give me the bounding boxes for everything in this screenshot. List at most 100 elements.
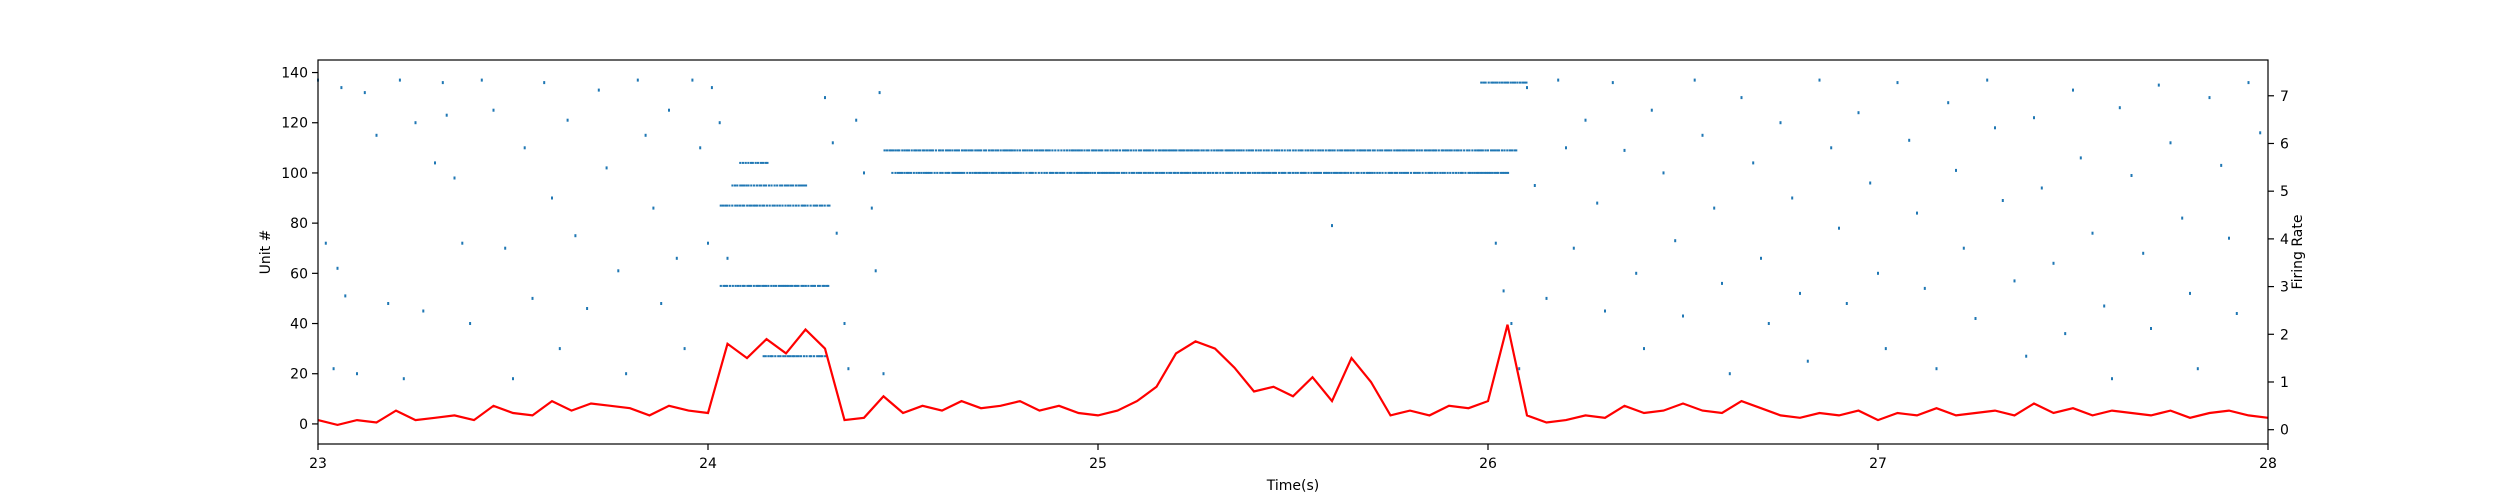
spike-mark <box>1414 171 1417 174</box>
spike-mark <box>817 284 820 287</box>
spike-mark <box>750 204 753 207</box>
spike-mark <box>801 184 804 187</box>
spike-mark <box>1459 171 1463 174</box>
spike-mark <box>802 204 805 207</box>
spike-mark <box>1267 149 1270 152</box>
spike-mark <box>1448 149 1451 152</box>
spike-mark <box>1740 96 1743 100</box>
spike-mark <box>1089 171 1092 174</box>
spike-mark <box>1449 171 1452 174</box>
spike-mark <box>1233 149 1236 152</box>
x-tick-label: 24 <box>699 456 717 472</box>
spike-mark <box>1433 149 1436 152</box>
x-tick-label: 23 <box>309 456 327 472</box>
spike-mark <box>625 372 628 376</box>
spike-mark <box>1510 322 1513 325</box>
spike-mark <box>1339 149 1342 152</box>
spike-mark <box>1515 149 1518 152</box>
spike-mark <box>1257 149 1260 152</box>
spike-mark <box>1364 149 1367 152</box>
spike-mark <box>1505 171 1508 174</box>
spike-mark <box>1284 171 1287 174</box>
spike-mark <box>1156 171 1159 174</box>
spike-mark <box>1045 171 1048 174</box>
spike-mark <box>1048 149 1051 152</box>
spike-mark <box>1007 171 1011 174</box>
spike-mark <box>805 355 808 358</box>
spike-mark <box>752 204 755 207</box>
spike-mark <box>1408 149 1411 152</box>
spike-mark <box>1225 171 1228 174</box>
spike-mark <box>979 171 982 174</box>
spike-mark <box>736 284 739 287</box>
spike-mark <box>789 184 792 187</box>
spike-mark <box>1016 149 1019 152</box>
spike-mark <box>1974 317 1977 320</box>
spike-mark <box>2103 304 2106 308</box>
spike-mark <box>1138 149 1141 152</box>
spike-mark <box>1025 171 1028 174</box>
spike-mark <box>1498 81 1501 84</box>
spike-mark <box>883 149 886 152</box>
spike-mark <box>1142 171 1145 174</box>
spike-mark <box>1433 171 1437 174</box>
spike-mark <box>813 284 817 287</box>
spike-mark <box>1129 149 1132 152</box>
spike-mark <box>1304 149 1307 152</box>
spike-mark <box>1358 149 1361 152</box>
spike-mark <box>1388 149 1391 152</box>
spike-mark <box>1229 149 1232 152</box>
spike-mark <box>1112 149 1115 152</box>
spike-mark <box>1830 146 1833 150</box>
spike-mark <box>1682 314 1684 318</box>
spike-mark <box>2157 83 2160 87</box>
spike-mark <box>2247 81 2250 85</box>
spike-mark <box>985 171 989 174</box>
spike-mark <box>739 184 742 187</box>
y2-tick-label: 4 <box>2280 232 2289 248</box>
spike-mark <box>1297 149 1300 152</box>
spike-mark <box>919 149 922 152</box>
spike-mark <box>961 149 964 152</box>
spike-mark <box>336 266 339 270</box>
spike-mark <box>1056 171 1059 174</box>
spike-mark <box>1339 171 1342 174</box>
spike-mark <box>1227 171 1230 174</box>
spike-mark <box>1947 101 1950 105</box>
spike-mark <box>783 184 786 187</box>
spike-mark <box>764 355 767 358</box>
spike-mark <box>1436 171 1439 174</box>
spike-mark <box>1483 171 1486 174</box>
y-axis-label: Unit # <box>258 230 274 275</box>
spike-mark <box>823 284 826 287</box>
spike-mark <box>1366 149 1370 152</box>
spike-mark <box>1167 149 1170 152</box>
spike-mark <box>2052 261 2055 265</box>
spike-mark <box>1256 171 1259 174</box>
spike-mark <box>1015 171 1018 174</box>
spike-mark <box>566 118 569 122</box>
spike-mark <box>1410 149 1413 152</box>
spike-mark <box>1513 149 1516 152</box>
spike-mark <box>939 171 942 174</box>
spike-mark <box>767 184 770 187</box>
spike-mark <box>1206 171 1210 174</box>
spike-mark <box>1431 149 1434 152</box>
spike-mark <box>1261 171 1264 174</box>
spike-mark <box>726 256 729 260</box>
y2-axis-ticks: 0 1 2 3 4 5 6 7 <box>2268 89 2289 439</box>
spike-mark <box>741 161 745 164</box>
spike-mark <box>1301 149 1304 152</box>
spike-mark <box>1236 171 1240 174</box>
spike-mark <box>1345 149 1348 152</box>
spike-mark <box>1154 149 1157 152</box>
spike-mark <box>1416 171 1419 174</box>
y-tick-label: 20 <box>290 367 308 383</box>
spike-mark <box>605 166 608 170</box>
spike-mark <box>976 149 979 152</box>
spike-mark <box>1427 149 1430 152</box>
spike-mark <box>781 284 785 287</box>
spike-mark <box>1181 149 1184 152</box>
spike-mark <box>1017 171 1020 174</box>
spike-mark <box>988 149 991 152</box>
